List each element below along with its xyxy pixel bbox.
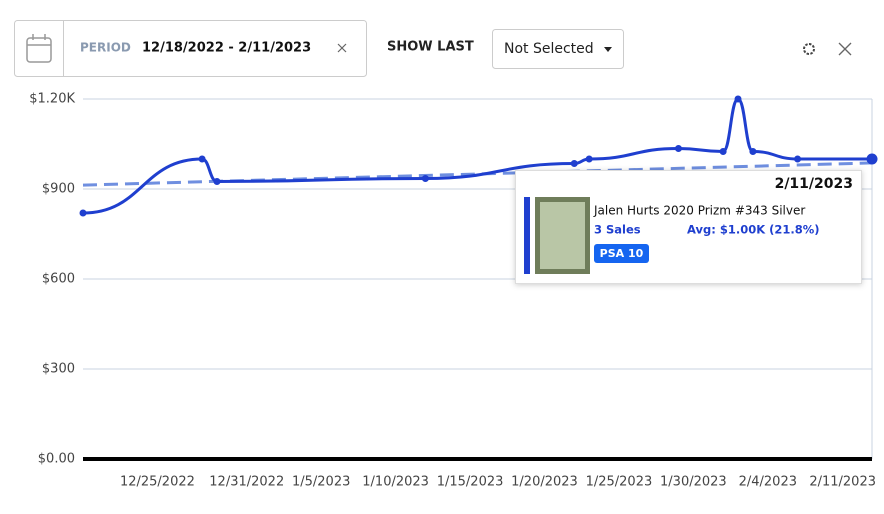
dropdown-value: Not Selected: [504, 41, 594, 57]
tooltip-avg: Avg: $1.00K (21.8%): [687, 223, 820, 237]
tooltip: 2/11/2023 Jalen Hurts 2020 Prizm #343 Si…: [515, 170, 862, 284]
y-tick-label: $600: [42, 272, 75, 287]
x-tick-label: 1/30/2023: [660, 475, 727, 490]
x-tick-label: 2/11/2023: [809, 475, 876, 490]
data-point: [719, 148, 727, 155]
x-tick-label: 2/4/2023: [739, 475, 797, 490]
data-point: [198, 155, 206, 163]
data-point: [794, 155, 802, 163]
period-box: [14, 20, 367, 77]
x-tick-label: 12/25/2022: [120, 475, 195, 490]
x-tick-label: 1/5/2023: [292, 475, 350, 490]
grade-badge: [594, 244, 649, 263]
show-last-label: SHOW LAST: [387, 40, 474, 55]
data-point: [79, 209, 87, 217]
period-label: PERIOD: [80, 41, 131, 55]
y-tick-label: $300: [42, 362, 75, 377]
period-picker[interactable]: PERIOD 12/18/2022 - 2/11/2023: [14, 20, 367, 77]
tooltip-sales: 3 Sales: [594, 223, 641, 237]
data-point: [734, 95, 742, 103]
tooltip-title: Jalen Hurts 2020 Prizm #343 Silver: [593, 204, 805, 218]
y-tick-label: $900: [42, 182, 75, 197]
data-point: [421, 175, 429, 182]
tooltip-date: 2/11/2023: [775, 176, 853, 192]
settings-icon[interactable]: [803, 43, 815, 55]
show-last-dropdown[interactable]: Not Selected: [492, 29, 624, 69]
y-tick-label: $0.00: [38, 452, 75, 467]
calendar-icon[interactable]: [26, 34, 52, 63]
data-point: [213, 178, 221, 185]
x-tick-label: 1/10/2023: [362, 475, 429, 490]
card-image-inner: [540, 202, 585, 269]
grade-text: PSA 10: [600, 247, 644, 260]
data-point: [866, 153, 878, 165]
x-tick-label: 1/20/2023: [511, 475, 578, 490]
data-point: [674, 145, 682, 152]
x-tick-label: 12/31/2022: [209, 475, 284, 490]
dropdown-box: [492, 29, 624, 69]
data-point: [749, 148, 757, 155]
data-point: [585, 155, 593, 163]
tooltip-accent: [524, 197, 530, 274]
chart: $0.00 $300 $600 $900 $1.20K 12/25/2022 12/31/2…: [29, 92, 878, 490]
period-range: 12/18/2022 - 2/11/2023: [142, 41, 311, 56]
x-tick-label: 1/25/2023: [586, 475, 653, 490]
clear-icon[interactable]: [337, 43, 347, 53]
dropdown-caret: [604, 47, 612, 52]
data-point: [570, 160, 578, 167]
expand-icon[interactable]: [838, 42, 852, 56]
y-tick-label: $1.20K: [29, 92, 75, 107]
x-tick-label: 1/15/2023: [437, 475, 504, 490]
